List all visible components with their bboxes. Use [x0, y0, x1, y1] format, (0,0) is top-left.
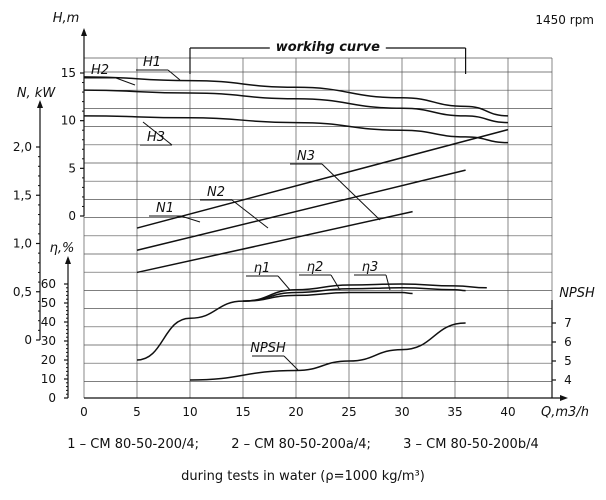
- axis-N-title: N, kW: [17, 86, 57, 101]
- chart-axes: [36, 28, 568, 401]
- axis-N-tick-label-0: 2,0: [13, 140, 32, 154]
- curve-label-leader-H1: [167, 69, 181, 81]
- axis-NPSH-tick-label-1: 6: [564, 335, 572, 349]
- model-3-label: 3 – CM 80-50-200b/4: [403, 437, 539, 452]
- axis-eta-title: η,%: [50, 241, 75, 256]
- curve-label-leader-η3: [385, 274, 391, 291]
- curve-label-N1: N1: [156, 201, 174, 216]
- axis-NPSH-title: NPSH: [559, 286, 595, 301]
- axis-eta-tick-label-1: 50: [41, 296, 56, 310]
- curve-label-H3: H3: [147, 130, 165, 145]
- chart-curves: [83, 76, 509, 381]
- curve-η2: [242, 287, 466, 302]
- curve-label-leader-NPSH: [283, 355, 299, 371]
- working-curve-label-bg: [269, 40, 386, 56]
- axis-eta-tick-label-0: 60: [41, 277, 56, 291]
- axis-H-tick-label-2: 5: [68, 161, 76, 175]
- axis-eta-tick-label-3: 30: [41, 334, 56, 348]
- curve-label-leader-N1: [180, 215, 201, 223]
- axis-H-tick-label-3: 0: [68, 209, 76, 223]
- test-conditions-note: during tests in water (ρ=1000 kg/m³): [181, 469, 425, 484]
- model-legend: 1 – CM 80-50-200/4; 2 – CM 80-50-200a/4;…: [0, 437, 606, 452]
- x-tick-label-0: 0: [80, 405, 88, 419]
- speed-label: 1450 rpm: [535, 13, 594, 27]
- pump-performance-chart: 0 5 10 15 20 25 30 35 40 Q,m3/h151050H,m2,01,51,0…: [13, 11, 595, 420]
- x-tick-label-25: 25: [341, 405, 356, 419]
- curve-H3: [83, 115, 509, 144]
- curve-H1: [83, 76, 509, 117]
- chart-labels: 0 5 10 15 20 25 30 35 40 Q,m3/h151050H,m2,01,51,0…: [13, 11, 595, 420]
- x-axis-title: Q,m3/h: [541, 405, 589, 420]
- axis-NPSH-tick-label-0: 7: [564, 316, 572, 330]
- axis-N-tick-label-1: 1,5: [13, 188, 32, 202]
- x-tick-label-40: 40: [500, 405, 515, 419]
- axis-N-tick-label-3: 0,5: [13, 285, 32, 299]
- x-tick-label-15: 15: [235, 405, 250, 419]
- axis-N-tick-label-2: 1,0: [13, 237, 32, 251]
- axis-eta-tick-label-2: 40: [41, 315, 56, 329]
- chart-grid: [83, 57, 553, 398]
- axis-eta-arrow: [65, 256, 71, 264]
- axis-NPSH-tick-label-2: 5: [564, 354, 572, 368]
- curve-H2: [83, 89, 509, 124]
- x-tick-label-35: 35: [447, 405, 462, 419]
- curve-N2: [136, 169, 466, 251]
- model-1-label: 1 – CM 80-50-200/4;: [67, 437, 200, 452]
- curve-label-leader-η2: [330, 274, 341, 291]
- model-2-label: 2 – CM 80-50-200a/4;: [231, 437, 371, 452]
- x-tick-label-10: 10: [182, 405, 197, 419]
- curve-η1: [136, 283, 487, 361]
- curve-label-N2: N2: [207, 185, 225, 200]
- curve-label-N3: N3: [297, 149, 315, 164]
- axis-eta-tick-label-6: 0: [48, 391, 56, 405]
- axis-H-title: H,m: [53, 11, 80, 26]
- curve-label-η2: η2: [307, 260, 324, 275]
- axis-N-tick-label-4: 0: [24, 333, 32, 347]
- axis-H-tick-label-0: 15: [61, 66, 76, 80]
- curve-label-NPSH: NPSH: [250, 341, 286, 356]
- curve-label-leader-N2: [231, 199, 269, 229]
- axis-H-tick-label-1: 10: [61, 114, 76, 128]
- axis-NPSH-tick-label-3: 4: [564, 373, 572, 387]
- curve-label-η3: η3: [362, 260, 379, 275]
- x-tick-label-5: 5: [133, 405, 141, 419]
- curve-N3: [136, 210, 413, 274]
- x-tick-label-30: 30: [394, 405, 409, 419]
- curve-label-leader-N3: [321, 163, 381, 221]
- axis-eta-tick-label-5: 10: [41, 372, 56, 386]
- axis-eta-tick-label-4: 20: [41, 353, 56, 367]
- curve-label-η1: η1: [254, 261, 271, 276]
- axis-H-arrow: [81, 28, 87, 36]
- curve-N1: [136, 128, 509, 229]
- curve-label-H2: H2: [91, 63, 109, 78]
- x-tick-label-20: 20: [288, 405, 303, 419]
- curve-label-leader-η1: [277, 275, 291, 291]
- curve-η3: [242, 291, 413, 302]
- curve-NPSH: [189, 322, 466, 381]
- curve-label-leader-H3: [142, 121, 173, 146]
- x-axis-arrow: [560, 395, 568, 401]
- working-curve-label: workihg curve: [276, 40, 380, 55]
- curve-label-H1: H1: [143, 55, 161, 70]
- axis-N-arrow: [37, 100, 43, 108]
- curve-label-leader-H2: [115, 77, 136, 86]
